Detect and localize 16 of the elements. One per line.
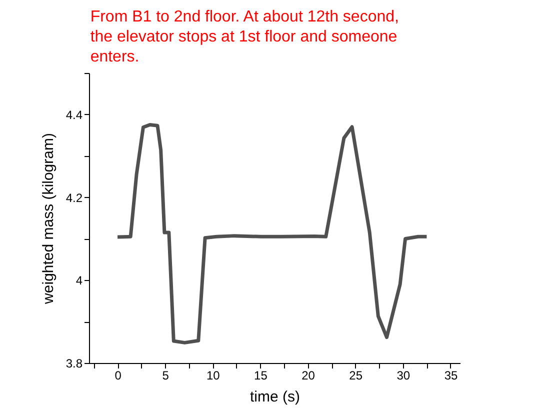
y-axis-title: weighted mass (kilogram) — [40, 133, 57, 305]
y-tick-label: 4 — [76, 274, 83, 288]
x-tick-label: 20 — [302, 368, 316, 382]
line-series — [116, 123, 428, 344]
chart-title: From B1 to 2nd floor. At about 12th second, the elevator stops at 1st floor and someone enters. — [90, 8, 399, 66]
x-tick-label: 15 — [254, 368, 268, 382]
y-tick-label: 3.8 — [66, 356, 83, 370]
x-tick-label: 10 — [206, 368, 220, 382]
x-axis-title: time (s) — [250, 388, 300, 406]
y-tick-label: 4.2 — [66, 190, 83, 205]
x-tick-label: 25 — [349, 368, 363, 382]
x-tick-label: 30 — [396, 368, 410, 382]
x-tick-label: 35 — [444, 368, 458, 382]
y-tick-label: 4.4 — [66, 108, 83, 122]
x-tick-label: 5 — [162, 368, 170, 382]
x-tick-label: 0 — [114, 368, 122, 382]
